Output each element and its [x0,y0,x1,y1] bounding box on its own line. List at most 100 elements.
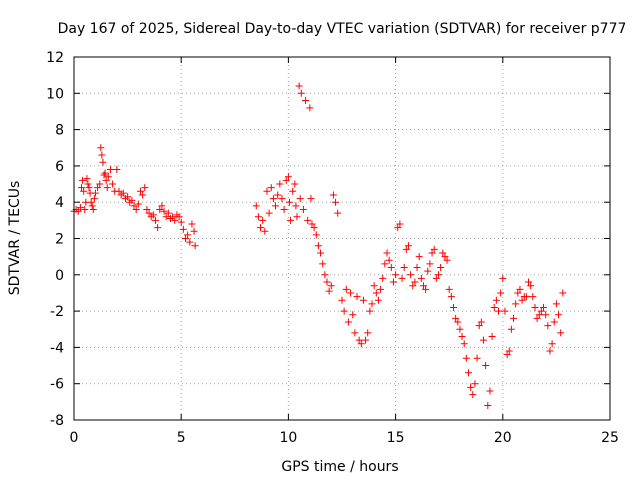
data-point [297,89,305,97]
data-point [522,293,530,301]
data-point [355,336,363,344]
data-point [99,158,107,166]
data-point [477,318,485,326]
data-point [96,180,104,188]
data-point [296,195,304,203]
data-point [548,340,556,348]
data-point [289,187,297,195]
data-point [507,325,515,333]
data-point [254,213,262,221]
data-point [417,274,425,282]
y-tick-label: 8 [55,123,64,139]
x-tick-label: 20 [494,430,512,446]
data-point [430,245,438,253]
data-point [404,242,412,250]
data-point [471,380,479,388]
data-point [516,285,524,293]
data-point [293,213,301,221]
data-point [338,296,346,304]
data-point [535,311,543,319]
data-point [383,249,391,257]
data-point [482,362,490,370]
data-point [160,207,168,215]
data-point [540,303,548,311]
x-tick-label: 10 [279,430,297,446]
data-point [422,285,430,293]
data-point [441,253,449,261]
data-point [340,307,348,315]
data-point [321,271,329,279]
data-point [265,209,273,217]
y-tick-label: 10 [46,86,64,102]
data-point [546,347,554,355]
data-point [396,220,404,228]
data-point [319,260,327,268]
y-tick-label: 0 [55,268,64,284]
data-point [149,211,157,219]
data-point [398,274,406,282]
data-point [190,227,198,235]
data-point [454,318,462,326]
data-point [497,289,505,297]
y-tick-label: -2 [50,304,64,320]
data-point [83,175,91,183]
data-point [128,196,136,204]
data-point [525,278,533,286]
data-point [80,187,88,195]
data-point [171,216,179,224]
data-point [284,173,292,181]
data-point [529,293,537,301]
data-point [510,314,518,322]
data-point [287,216,295,224]
data-point [362,336,370,344]
data-point [109,180,117,188]
data-point [312,231,320,239]
data-point [464,369,472,377]
data-points [70,82,567,409]
data-point [518,296,526,304]
data-point [98,151,106,159]
data-point [531,303,539,311]
data-point [184,231,192,239]
data-point [495,307,503,315]
data-point [334,209,342,217]
data-point [132,205,140,213]
data-point [434,271,442,279]
data-point [462,354,470,362]
data-point [103,184,111,192]
data-point [366,307,374,315]
data-point [306,104,314,112]
data-point [351,329,359,337]
data-point [447,293,455,301]
data-point [327,282,335,290]
data-point [94,184,102,192]
data-point [310,224,318,232]
data-point [158,202,166,210]
data-point [349,311,357,319]
data-point [400,264,408,272]
data-point [475,322,483,330]
data-point [344,318,352,326]
data-point [119,189,127,197]
data-point [460,340,468,348]
data-point [317,249,325,257]
data-point [357,340,365,348]
data-point [90,195,98,203]
data-point [87,198,95,206]
data-point [374,296,382,304]
data-point [445,285,453,293]
data-point [272,202,280,210]
data-point [484,401,492,409]
y-tick-label: -8 [50,413,64,429]
data-point [84,180,92,188]
data-point [91,189,99,197]
data-point [544,322,552,330]
data-point [104,173,112,181]
x-tick-label: 0 [70,430,79,446]
data-point [78,184,86,192]
data-point [162,213,170,221]
data-point [439,249,447,257]
y-tick-label: -4 [50,340,64,356]
data-point [291,180,299,188]
data-point [143,205,151,213]
